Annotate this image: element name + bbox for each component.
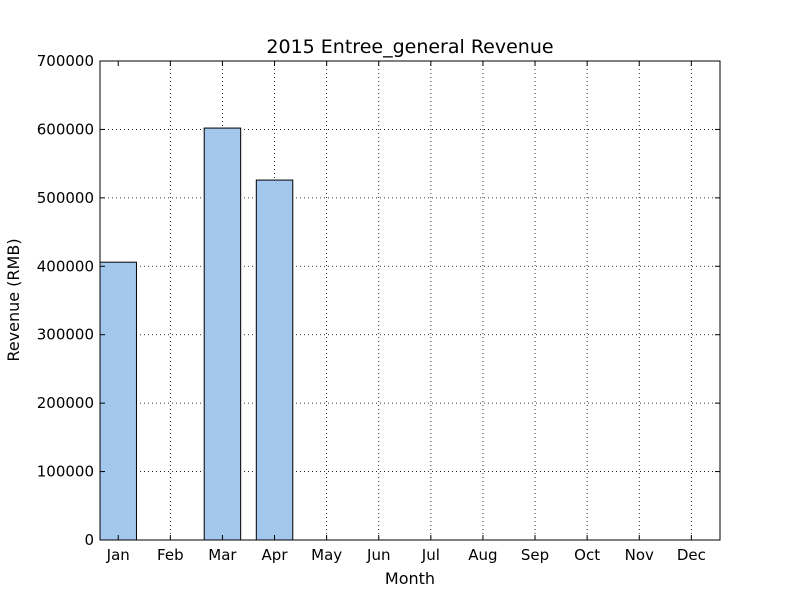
y-tick-label: 500000	[37, 189, 94, 207]
x-tick-label: Oct	[574, 546, 600, 564]
x-tick-label: Jul	[421, 546, 440, 564]
x-tick-label: Mar	[208, 546, 237, 564]
x-tick-label: Sep	[521, 546, 549, 564]
y-tick-label: 0	[84, 531, 94, 549]
y-tick-label: 100000	[37, 463, 94, 481]
y-axis-ticks: 0 100000 200000 300000 400000 500000 600000 700…	[37, 52, 720, 549]
x-tick-label: Jun	[366, 546, 390, 564]
x-tick-label: Jan	[106, 546, 130, 564]
bar-mar	[203, 127, 242, 541]
x-tick-label: May	[311, 546, 342, 564]
y-axis-title: Revenue (RMB)	[4, 238, 23, 361]
bar-jan	[99, 261, 137, 541]
plot-frame	[99, 60, 721, 541]
y-tick-label: 600000	[37, 120, 94, 138]
y-tick-label: 300000	[37, 326, 94, 344]
x-axis-ticks: Jan Feb Mar Apr May Jun Jul Aug Sep Oct Nov Dec	[106, 61, 706, 564]
grid	[100, 61, 720, 540]
x-tick-label: Feb	[157, 546, 184, 564]
bar-apr	[255, 179, 294, 541]
x-tick-label: Apr	[262, 546, 289, 564]
y-tick-label: 700000	[37, 52, 94, 70]
x-tick-label: Aug	[468, 546, 497, 564]
x-tick-label: Dec	[677, 546, 706, 564]
chart-title: 2015 Entree_general Revenue	[266, 36, 553, 58]
bars	[99, 127, 294, 541]
x-tick-label: Nov	[625, 546, 654, 564]
x-axis-title: Month	[385, 569, 435, 588]
y-tick-label: 200000	[37, 394, 94, 412]
y-tick-label: 400000	[37, 257, 94, 275]
